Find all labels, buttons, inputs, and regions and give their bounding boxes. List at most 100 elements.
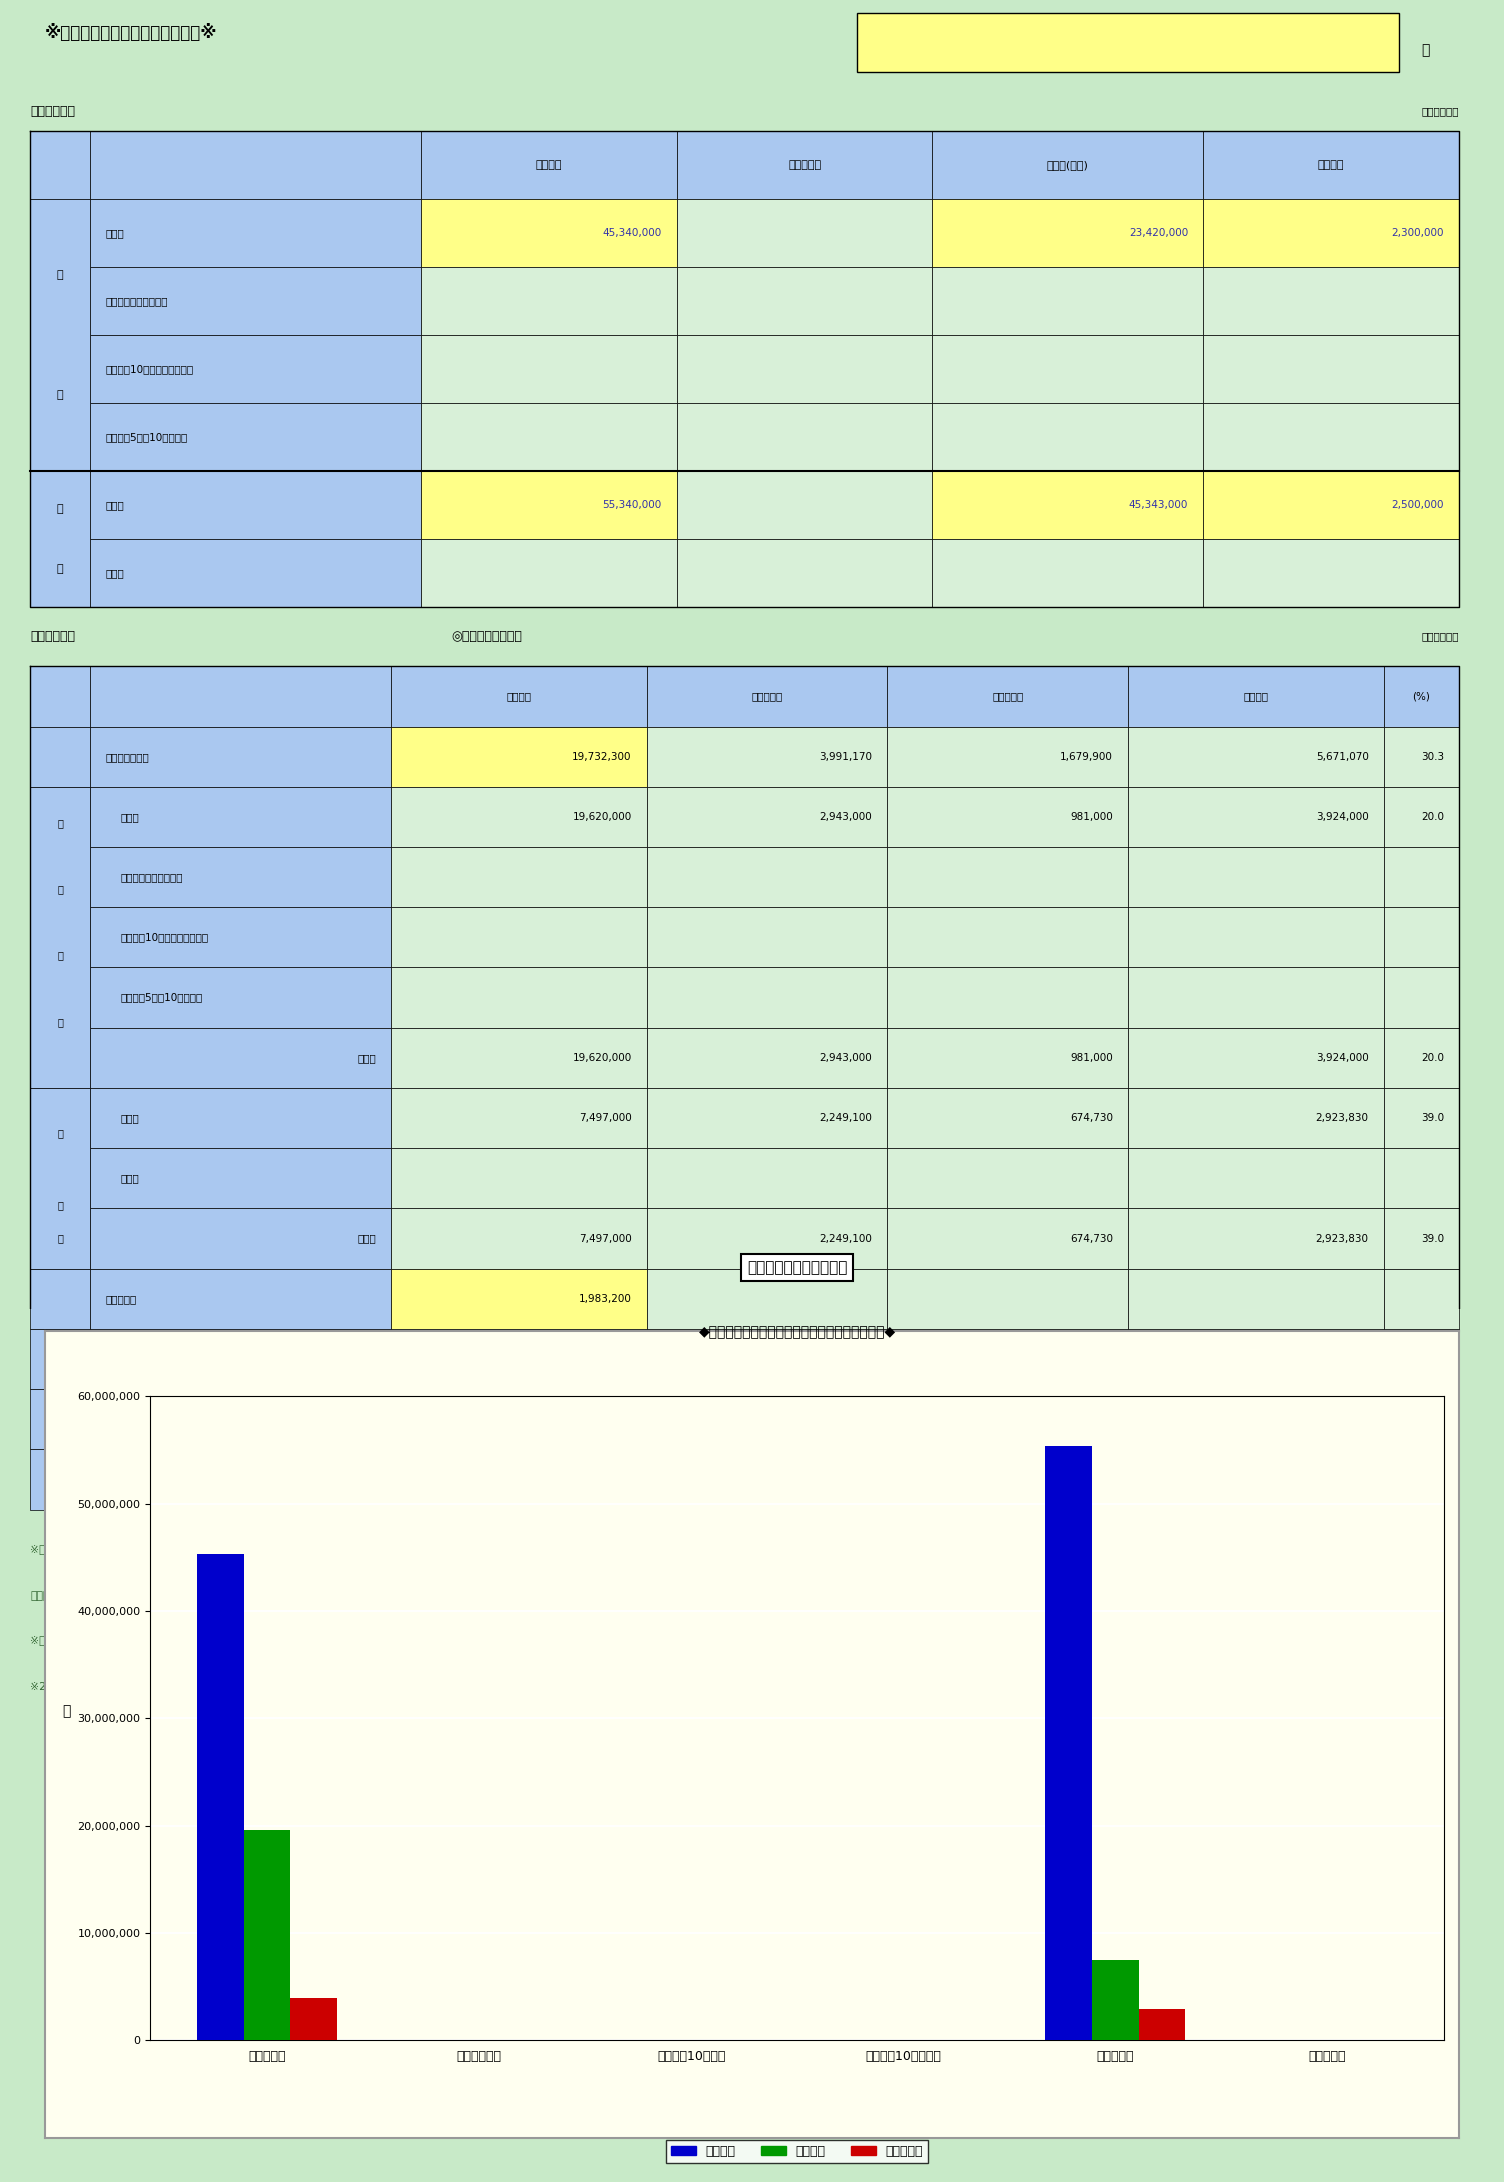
Text: 7,497,000: 7,497,000 <box>579 1233 632 1244</box>
Text: 5,671,070: 5,671,070 <box>1316 753 1369 762</box>
Bar <box>1128 1329 1384 1390</box>
Text: 19,620,000: 19,620,000 <box>573 812 632 823</box>
Bar <box>244 1831 290 2040</box>
Text: （単位：円）: （単位：円） <box>1421 631 1459 642</box>
Text: 優良住宅地（特定分）: 優良住宅地（特定分） <box>120 873 183 882</box>
Text: 所　得　税: 所 得 税 <box>752 692 782 700</box>
Bar <box>677 471 932 539</box>
Text: 19,620,000: 19,620,000 <box>573 1054 632 1063</box>
Text: 譲: 譲 <box>57 951 63 960</box>
Text: 43,866,100: 43,866,100 <box>572 1475 632 1484</box>
Text: 2,943,000: 2,943,000 <box>820 1054 872 1063</box>
Bar <box>391 967 647 1028</box>
Text: 長: 長 <box>57 271 63 279</box>
Text: 短: 短 <box>57 1128 63 1139</box>
Bar <box>1384 847 1459 908</box>
Bar <box>1128 727 1384 788</box>
Bar <box>90 1390 391 1449</box>
Bar <box>1128 1148 1384 1209</box>
Text: 居住用（5年超10年以下）: 居住用（5年超10年以下） <box>105 432 188 443</box>
Bar <box>90 539 421 607</box>
Bar <box>887 666 1128 727</box>
Bar <box>1384 1209 1459 1268</box>
Bar <box>647 1390 887 1449</box>
Bar <box>1203 471 1459 539</box>
Bar <box>30 666 90 727</box>
Bar <box>677 131 932 199</box>
Text: 39.0: 39.0 <box>1421 1233 1444 1244</box>
Bar <box>1384 1089 1459 1148</box>
Bar <box>1384 727 1459 788</box>
Text: 2,923,830: 2,923,830 <box>1316 1233 1369 1244</box>
Text: 192,848: 192,848 <box>829 1414 872 1425</box>
Bar <box>677 199 932 266</box>
Bar <box>677 539 932 607</box>
Bar <box>90 266 421 336</box>
Bar <box>290 1999 337 2040</box>
Text: 様: 様 <box>1421 44 1430 57</box>
Text: 2,249,100: 2,249,100 <box>820 1113 872 1124</box>
Bar <box>932 539 1203 607</box>
Bar <box>391 1329 647 1390</box>
Bar <box>421 539 677 607</box>
Bar <box>90 404 421 471</box>
Text: 期: 期 <box>57 565 63 574</box>
Bar <box>90 471 421 539</box>
Legend: 譲渡価額, 所得金額, 税金合計額: 譲渡価額, 所得金額, 税金合計額 <box>666 2141 928 2162</box>
Bar <box>932 199 1203 266</box>
Text: 3,335,600: 3,335,600 <box>1060 1486 1113 1497</box>
Text: 19,732,300: 19,732,300 <box>572 753 632 762</box>
Text: ＜税額計算＞: ＜税額計算＞ <box>30 631 75 644</box>
Text: 30.3: 30.3 <box>1421 753 1444 762</box>
Bar <box>647 666 887 727</box>
Bar <box>1384 908 1459 967</box>
Bar <box>1203 539 1459 607</box>
Text: 20.0: 20.0 <box>1421 812 1444 823</box>
Bar <box>1384 967 1459 1028</box>
Bar <box>90 788 391 847</box>
Text: 23,420,000: 23,420,000 <box>1130 229 1188 238</box>
Bar <box>887 1148 1128 1209</box>
Bar <box>887 1329 1128 1390</box>
Bar <box>1128 1268 1384 1329</box>
Bar <box>887 1449 1128 1510</box>
Text: 復興特別所得税: 復興特別所得税 <box>150 1414 194 1425</box>
Bar <box>1384 1028 1459 1089</box>
Bar <box>1128 1028 1384 1089</box>
Bar <box>1128 1089 1384 1148</box>
Bar <box>391 1089 647 1148</box>
Bar <box>1092 1959 1139 2040</box>
Bar <box>30 1089 90 1268</box>
Bar <box>30 1268 90 1329</box>
Bar <box>1128 967 1384 1028</box>
Bar <box>857 13 1399 72</box>
Bar <box>90 1268 391 1329</box>
Text: 9,183,270: 9,183,270 <box>820 1355 872 1364</box>
Bar <box>932 266 1203 336</box>
Bar <box>391 1148 647 1209</box>
Bar <box>647 1449 887 1510</box>
Text: （※）: （※） <box>917 1460 934 1468</box>
Bar <box>1139 2010 1185 2040</box>
Text: 合　　計: 合 計 <box>1244 692 1268 700</box>
Text: 総合課税所得分: 総合課税所得分 <box>105 753 149 762</box>
Text: 軽減分: 軽減分 <box>105 570 123 578</box>
Bar <box>30 199 90 471</box>
Text: 45,343,000: 45,343,000 <box>1130 500 1188 511</box>
Bar <box>887 847 1128 908</box>
Bar <box>90 1148 391 1209</box>
Bar <box>90 1209 391 1268</box>
Bar <box>30 847 90 908</box>
Bar <box>647 847 887 908</box>
Bar <box>1128 788 1384 847</box>
Bar <box>391 847 647 908</box>
Bar <box>1203 131 1459 199</box>
Text: 1,983,200: 1,983,200 <box>579 1294 632 1303</box>
Bar <box>887 1209 1128 1268</box>
Bar <box>30 1209 90 1268</box>
Bar <box>1203 336 1459 404</box>
Bar <box>887 1390 1128 1449</box>
Bar <box>30 471 90 607</box>
Bar <box>887 1089 1128 1148</box>
Bar <box>30 1148 90 1209</box>
